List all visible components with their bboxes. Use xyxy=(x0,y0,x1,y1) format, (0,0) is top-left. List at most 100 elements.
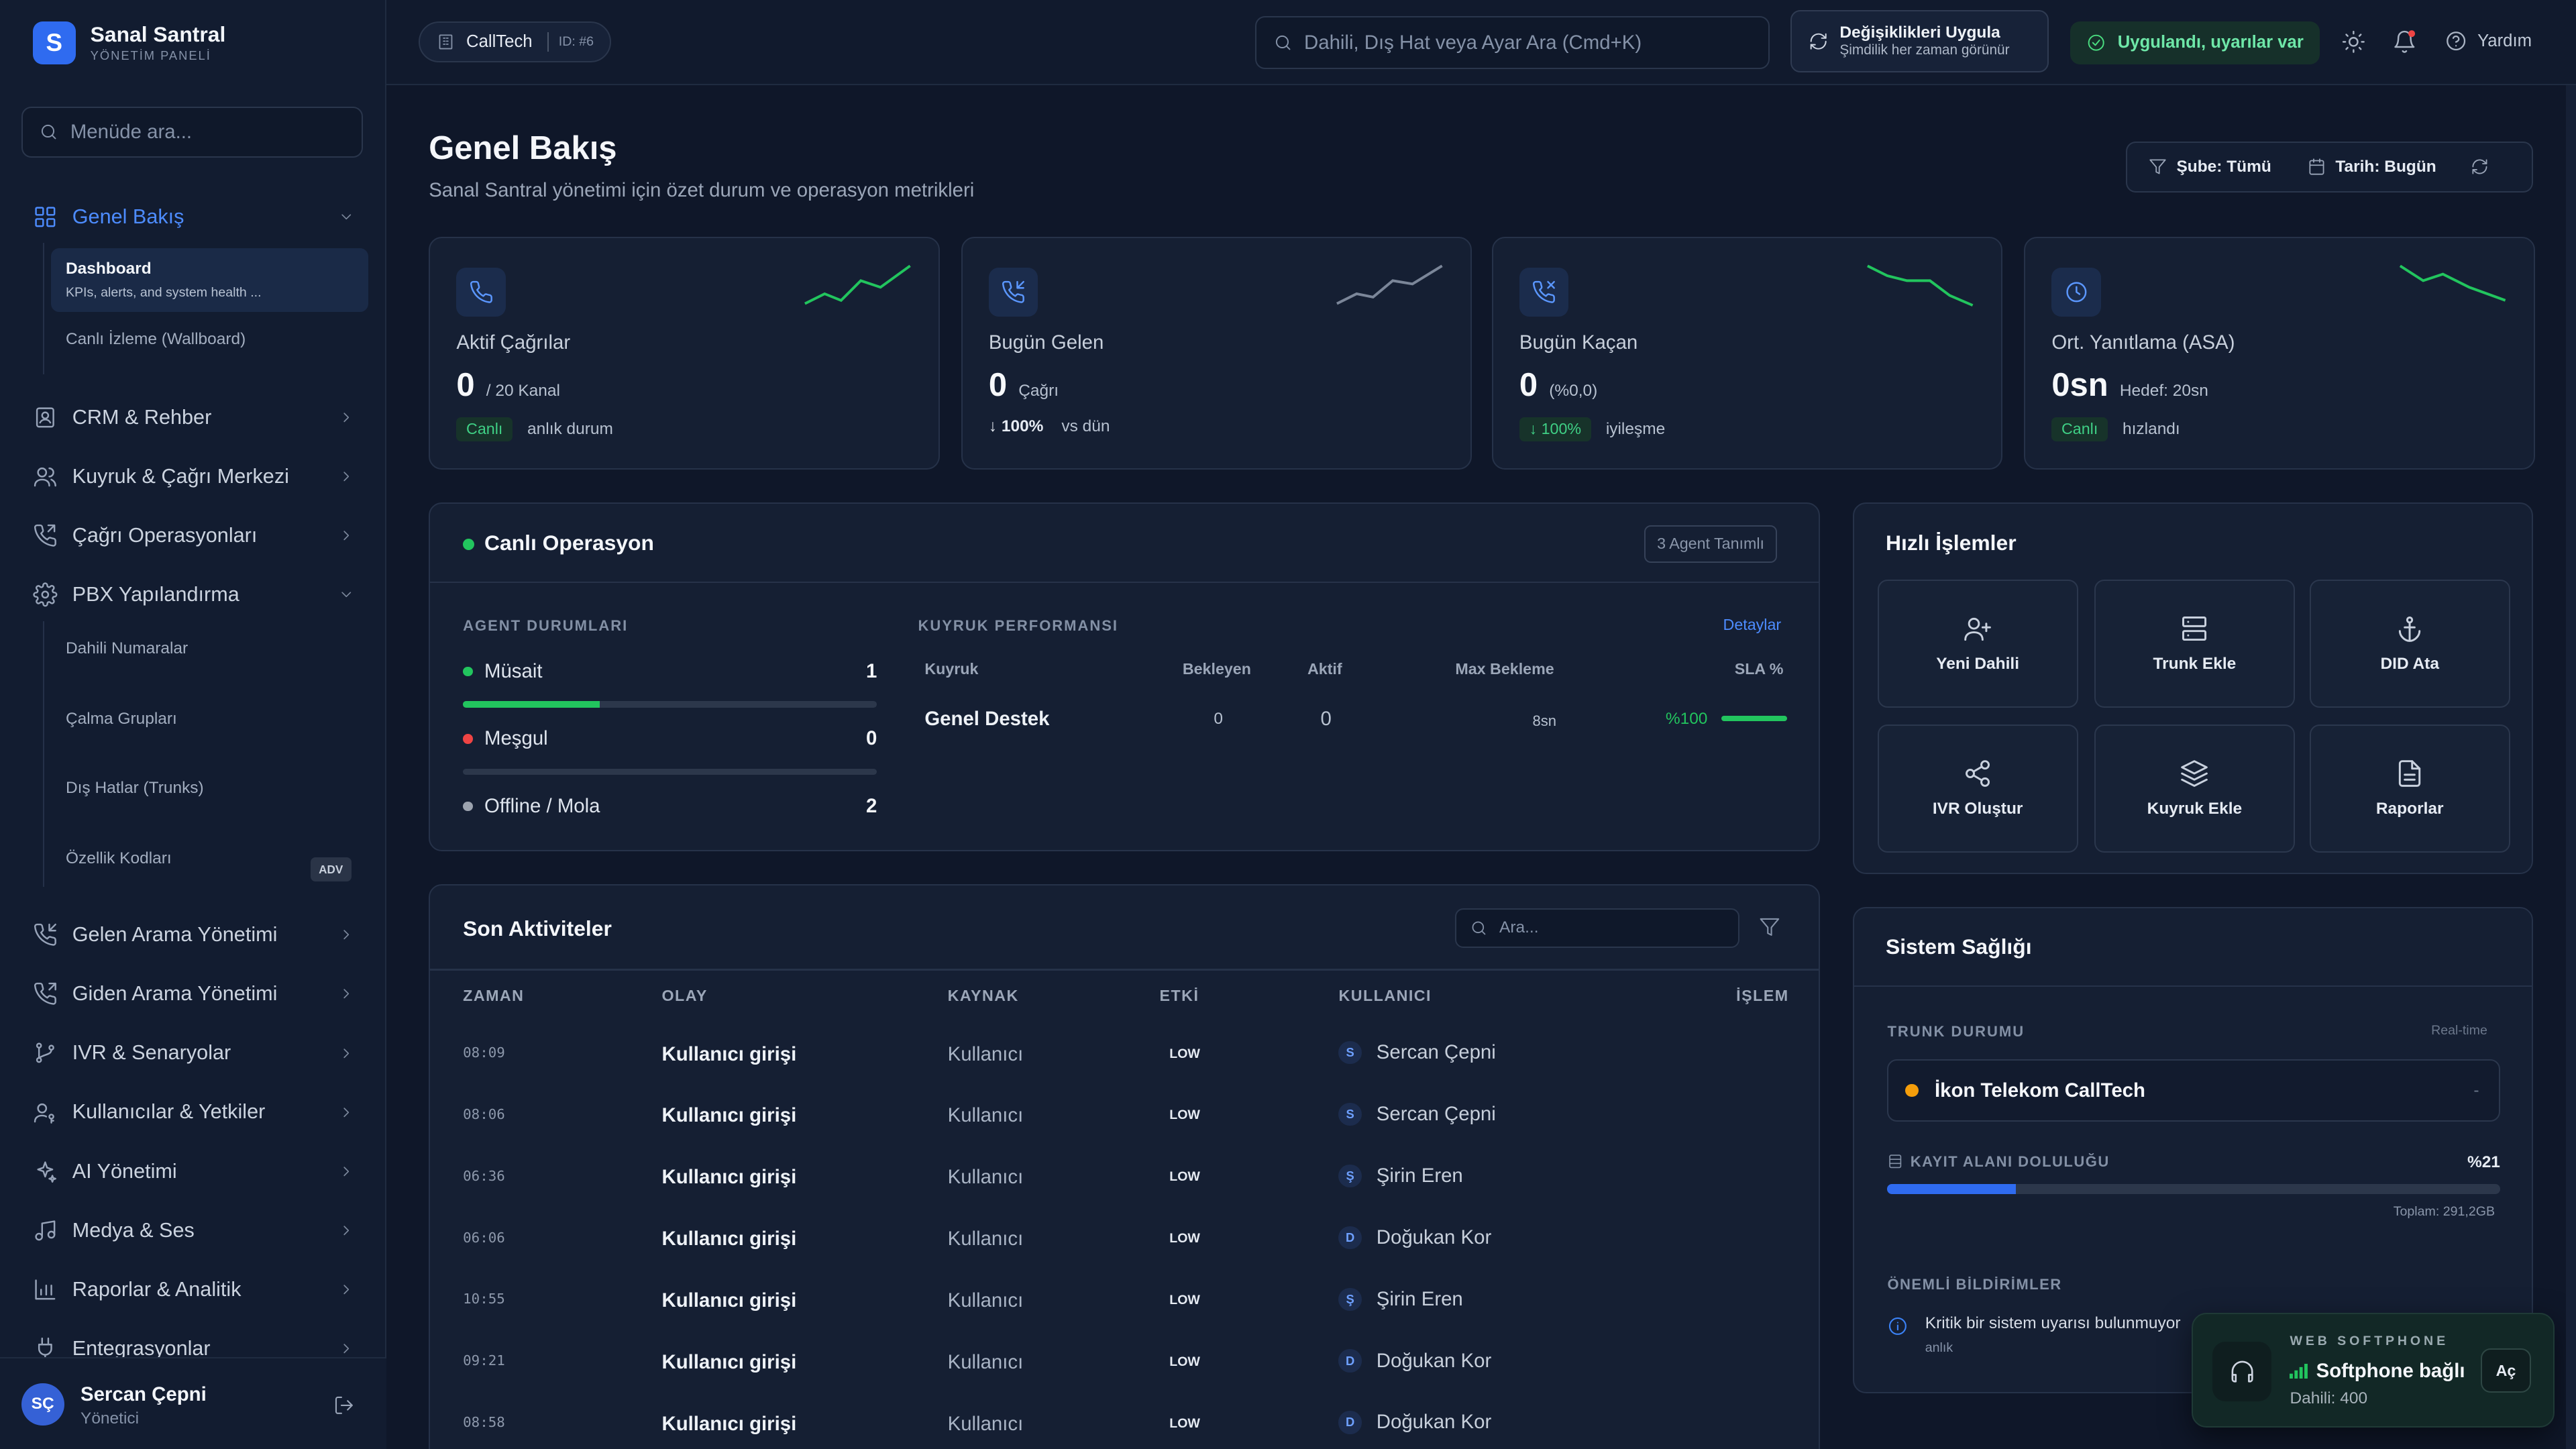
agent-bar-busy xyxy=(463,768,877,775)
sparkline-green-down xyxy=(2399,264,2506,302)
sla-bar xyxy=(1721,716,1788,721)
sidebar-item-crm[interactable]: CRM & Rehber xyxy=(33,401,355,434)
activity-event: Kullanıcı girişi xyxy=(661,1412,797,1435)
trunk-status-item[interactable]: İkon Telekom CallTech - xyxy=(1887,1059,2500,1122)
details-link[interactable]: Detaylar xyxy=(1723,615,1782,633)
chevron-right-icon xyxy=(343,413,350,422)
agent-status-count: 0 xyxy=(865,727,877,750)
live-operation-panel: Canlı Operasyon 3 Agent Tanımlı AGENT DU… xyxy=(429,502,1821,851)
quick-action-label: Raporlar xyxy=(2375,799,2444,818)
sidebar-item-reports[interactable]: Raporlar & Analitik xyxy=(33,1273,355,1306)
sidebar-item-ai[interactable]: AI Yönetimi xyxy=(33,1155,355,1188)
sidebar-sub-wallboard[interactable]: Canlı İzleme (Wallboard) xyxy=(65,330,246,349)
activity-event: Kullanıcı girişi xyxy=(661,1289,797,1311)
recent-activities-panel: Son Aktiviteler ZAMAN OLAY KAYNAK ETKİ K… xyxy=(429,883,1821,1449)
user-role: Yönetici xyxy=(80,1409,140,1428)
activity-search[interactable] xyxy=(1455,908,1740,948)
sidebar-item-outbound[interactable]: Giden Arama Yönetimi xyxy=(33,977,355,1010)
anchor-icon xyxy=(2399,616,2421,642)
column-header: ZAMAN xyxy=(463,987,525,1005)
user-initial-avatar: S xyxy=(1338,1041,1362,1065)
activity-impact: LOW xyxy=(1169,1108,1200,1123)
sun-icon[interactable] xyxy=(2341,30,2366,54)
building-icon xyxy=(439,34,453,50)
refresh-button[interactable] xyxy=(2471,158,2499,176)
sidebar-sub-dashboard[interactable]: Dashboard KPIs, alerts, and system healt… xyxy=(50,248,368,313)
sidebar-item-users[interactable]: Kullanıcılar & Yetkiler xyxy=(33,1095,355,1128)
user-profile[interactable]: SÇ Sercan Çepni Yönetici xyxy=(0,1356,386,1449)
chevron-right-icon xyxy=(343,1048,350,1058)
quick-action-label: DID Ata xyxy=(2380,655,2439,674)
column-header: İŞLEM xyxy=(1736,987,1789,1005)
sidebar-item-label: Entegrasyonlar xyxy=(72,1337,211,1360)
sidebar-item-overview[interactable]: Genel Bakış xyxy=(33,201,355,233)
quick-action-assign-did[interactable]: DID Ata xyxy=(2309,580,2510,708)
users-icon xyxy=(34,467,56,487)
softphone-open-button[interactable]: Aç xyxy=(2480,1348,2532,1393)
tenant-selector[interactable]: CallTech ID: #6 xyxy=(419,21,612,63)
quick-action-reports[interactable]: Raporlar xyxy=(2309,724,2510,853)
queue-name[interactable]: Genel Destek xyxy=(924,708,1050,731)
global-search[interactable] xyxy=(1255,16,1770,69)
sidebar-item-ivr[interactable]: IVR & Senaryolar xyxy=(33,1036,355,1069)
storage-percent: %21 xyxy=(2467,1152,2500,1171)
table-row[interactable]: 08:09 Kullanıcı girişi Kullanıcı LOW S Sercan… xyxy=(430,1030,1819,1091)
date-filter[interactable]: Tarih: Bugün xyxy=(2308,158,2436,176)
brand[interactable]: S Sanal Santral YÖNETİM PANELİ xyxy=(32,21,225,64)
sub-dashboard-title: Dashboard xyxy=(65,259,152,278)
branch-filter[interactable]: Şube: Tümü xyxy=(2149,158,2271,176)
agent-status-label: Müsait xyxy=(484,660,543,683)
logout-icon[interactable] xyxy=(333,1395,355,1416)
table-row[interactable]: 06:06 Kullanıcı girişi Kullanıcı LOW D Doğuka… xyxy=(430,1215,1819,1276)
activity-user: D Doğukan Kor xyxy=(1338,1226,1491,1249)
sidebar-sub-ring-groups[interactable]: Çalma Grupları xyxy=(65,709,177,728)
chevron-right-icon xyxy=(343,531,350,541)
web-softphone-widget[interactable]: WEB SOFTPHONE Softphone bağlı Dahili: 40… xyxy=(2191,1312,2555,1428)
table-row[interactable]: 09:21 Kullanıcı girişi Kullanıcı LOW D Doğuka… xyxy=(430,1338,1819,1399)
sidebar-sub-extensions[interactable]: Dahili Numaralar xyxy=(65,639,189,657)
sidebar-item-media[interactable]: Medya & Ses xyxy=(33,1214,355,1247)
page-scrollbar[interactable] xyxy=(2566,85,2576,1449)
stat-card-incoming-today[interactable]: Bugün Gelen 0 Çağrı ↓ 100% vs dün xyxy=(961,236,1472,470)
plug-icon xyxy=(38,1338,52,1360)
stat-card-missed-today[interactable]: Bugün Kaçan 0 (%0,0) ↓ 100% iyileşme xyxy=(1491,236,2003,470)
trunk-status-header: TRUNK DURUMU xyxy=(1887,1023,2025,1040)
apply-changes-button[interactable]: Değişiklikleri Uygula Şimdilik her zaman… xyxy=(1790,9,2049,72)
help-button[interactable]: Yardım xyxy=(2445,30,2532,52)
quick-action-create-ivr[interactable]: IVR Oluştur xyxy=(1877,724,2078,853)
stat-value: 0sn xyxy=(2051,366,2108,403)
storage-header-label: KAYIT ALANI DOLULUĞU xyxy=(1910,1152,2110,1170)
quick-action-new-extension[interactable]: Yeni Dahili xyxy=(1877,580,2078,708)
gear-icon xyxy=(33,582,58,607)
sidebar-item-integrations[interactable]: Entegrasyonlar xyxy=(33,1332,355,1365)
sidebar-item-call-operations[interactable]: Çağrı Operasyonları xyxy=(33,519,355,552)
stat-card-asa[interactable]: Ort. Yanıtlama (ASA) 0sn Hedef: 20sn Canl… xyxy=(2024,236,2535,470)
table-row[interactable]: 08:06 Kullanıcı girişi Kullanıcı LOW S Sercan… xyxy=(430,1091,1819,1152)
quick-action-add-trunk[interactable]: Trunk Ekle xyxy=(2094,580,2295,708)
activity-search-input[interactable] xyxy=(1499,918,1729,938)
phone-missed-icon xyxy=(1533,280,1556,303)
sidebar-search-input[interactable] xyxy=(70,121,333,144)
stat-card-active-calls[interactable]: Aktif Çağrılar 0 / 20 Kanal Canlı anlık du… xyxy=(429,236,940,470)
filter-icon[interactable] xyxy=(1759,916,1780,938)
global-search-input[interactable] xyxy=(1304,31,1764,54)
sidebar-sub-feature-codes[interactable]: Özellik Kodları xyxy=(65,849,172,868)
sidebar-item-pbx[interactable]: PBX Yapılandırma xyxy=(33,578,355,611)
table-row[interactable]: 08:58 Kullanıcı girişi Kullanıcı LOW D Doğuka… xyxy=(430,1399,1819,1449)
activity-event: Kullanıcı girişi xyxy=(661,1228,797,1250)
quick-action-add-queue[interactable]: Kuyruk Ekle xyxy=(2094,724,2295,853)
table-row[interactable]: 10:55 Kullanıcı girişi Kullanıcı LOW Ş Şirin … xyxy=(430,1276,1819,1337)
refresh-icon xyxy=(1810,33,1827,50)
table-row[interactable]: 06:36 Kullanıcı girişi Kullanıcı LOW Ş Şirin … xyxy=(430,1153,1819,1214)
activity-user-name: Sercan Çepni xyxy=(1376,1041,1496,1064)
sidebar-item-inbound[interactable]: Gelen Arama Yönetimi xyxy=(33,918,355,951)
sidebar-search[interactable] xyxy=(21,107,364,158)
status-dot xyxy=(463,734,473,744)
sidebar-sub-trunks[interactable]: Dış Hatlar (Trunks) xyxy=(65,778,204,797)
trunk-detail: - xyxy=(2473,1081,2479,1099)
sidebar-item-queue[interactable]: Kuyruk & Çağrı Merkezi xyxy=(33,460,355,493)
bell-icon[interactable] xyxy=(2392,30,2417,54)
phone-outgoing-icon xyxy=(34,983,56,1005)
activity-source: Kullanıcı xyxy=(947,1104,1024,1127)
brand-logo: S xyxy=(32,21,76,64)
